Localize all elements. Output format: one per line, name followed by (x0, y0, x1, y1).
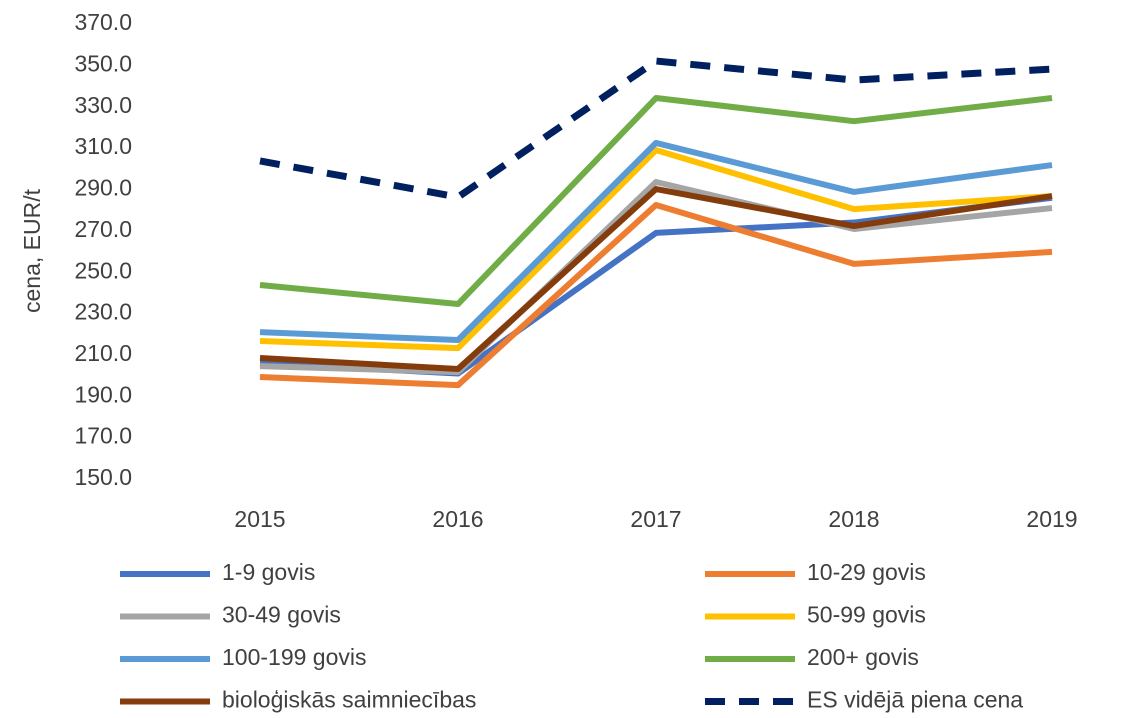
line-series (259, 201, 1053, 389)
legend-label: 100-199 govis (222, 644, 367, 670)
legend-label: 200+ govis (807, 644, 919, 670)
y-tick-label: 250.0 (74, 257, 132, 283)
y-tick-label: 270.0 (74, 216, 132, 242)
legend-label: bioloģiskās saimniecības (222, 687, 476, 713)
y-tick-label: 150.0 (74, 464, 132, 490)
line-series (259, 186, 1053, 372)
x-tick-label: 2015 (234, 506, 285, 532)
x-tick-label: 2016 (432, 506, 483, 532)
y-tick-label: 290.0 (74, 175, 132, 201)
y-tick-label: 190.0 (74, 381, 132, 407)
y-tick-label: 350.0 (74, 50, 132, 76)
line-series (259, 95, 1053, 308)
y-tick-label: 170.0 (74, 423, 132, 449)
x-tick-label: 2017 (630, 506, 681, 532)
y-tick-label: 310.0 (74, 133, 132, 159)
y-tick-label: 210.0 (74, 340, 132, 366)
legend-label: 50-99 govis (807, 602, 926, 628)
legend-label: ES vidējā piena cena (807, 687, 1023, 713)
y-tick-label: 370.0 (74, 9, 132, 35)
line-series (259, 139, 1053, 344)
line-series (259, 57, 1053, 201)
x-tick-label: 2018 (828, 506, 879, 532)
line-series (259, 147, 1053, 352)
y-axis-label: cena, EUR/t (19, 188, 45, 313)
legend-label: 10-29 govis (807, 559, 926, 585)
line-series (259, 179, 1053, 376)
legend-label: 30-49 govis (222, 602, 341, 628)
y-tick-label: 330.0 (74, 92, 132, 118)
legend-label: 1-9 govis (222, 559, 315, 585)
y-tick-label: 230.0 (74, 299, 132, 325)
x-tick-label: 2019 (1026, 506, 1077, 532)
